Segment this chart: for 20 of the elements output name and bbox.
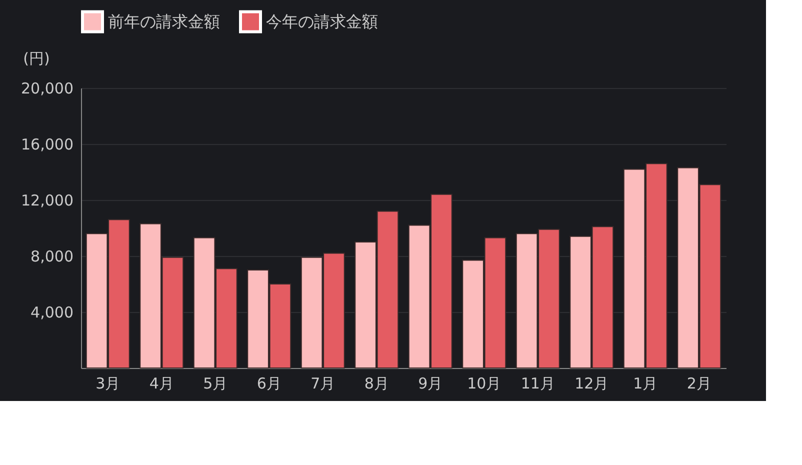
y-axis-title: (円) [23,50,50,68]
x-tick-label: 3月 [96,374,120,392]
y-tick-label: 20,000 [21,80,74,98]
x-tick-label: 2月 [686,374,712,392]
x-tick-label: 7月 [310,374,336,392]
x-tick-label: 1月 [633,374,658,392]
x-tick-label: 11月 [520,374,555,392]
y-tick-label: 4,000 [30,304,74,322]
legend-label: 前年の請求金額 [108,12,220,31]
y-tick-label: 8,000 [30,248,74,266]
y-tick-label: 12,000 [21,192,74,210]
y-tick-label: 16,000 [21,136,74,154]
x-tick-label: 8月 [364,374,389,392]
x-tick-label: 10月 [467,374,502,392]
x-tick-label: 9月 [418,374,443,392]
x-tick-label: 6月 [256,374,282,392]
x-tick-label: 4月 [149,374,174,392]
x-tick-label: 5月 [203,374,228,392]
x-tick-label: 12月 [574,374,609,392]
legend-label: 今年の請求金額 [266,12,378,31]
